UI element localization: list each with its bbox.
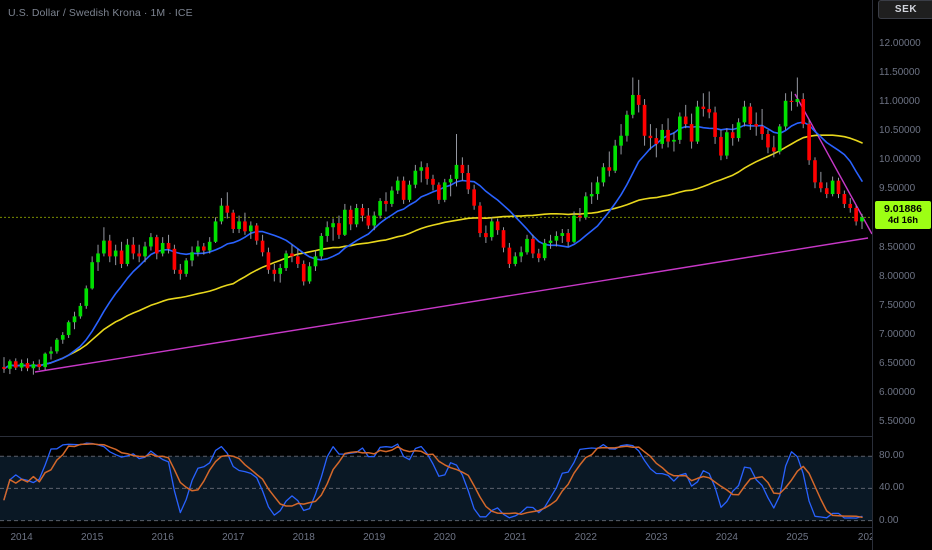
- stochastic-axis-tick: 80.00: [879, 450, 905, 462]
- price-axis-tick: 11.50000: [879, 66, 920, 78]
- time-axis-tick: 2021: [504, 532, 527, 543]
- price-axis-tick: 8.50000: [879, 241, 916, 253]
- price-axis-tick: 6.00000: [879, 387, 916, 399]
- price-axis-tick: 8.00000: [879, 270, 916, 282]
- time-axis-tick: 2018: [292, 532, 315, 543]
- time-axis-tick: 2023: [645, 532, 668, 543]
- stochastic-axis-tick: 0.00: [879, 514, 899, 526]
- price-axis-tick: 9.50000: [879, 183, 916, 195]
- currency-badge[interactable]: SEK: [878, 0, 932, 19]
- time-axis-tick: 2020: [433, 532, 456, 543]
- time-axis-tick: 2017: [222, 532, 245, 543]
- pane-separator-1: [0, 436, 872, 437]
- time-axis-tick: 2019: [363, 532, 386, 543]
- price-scale[interactable]: 12.5000012.0000011.5000011.0000010.50000…: [872, 0, 932, 550]
- stochastic-chart-svg: [0, 442, 872, 522]
- price-axis-tick: 11.00000: [879, 95, 920, 107]
- time-axis-tick: 2022: [574, 532, 597, 543]
- stochastic-axis-tick: 40.00: [879, 482, 905, 494]
- price-chart-svg: [0, 77, 872, 375]
- price-axis-tick: 10.50000: [879, 125, 921, 137]
- current-price-value: 9.01886: [884, 203, 922, 216]
- stochastic-pane[interactable]: [0, 437, 872, 527]
- time-axis[interactable]: 2014 2015 2016 2017 2018 2019 2020 2021 2022 2023…: [0, 527, 873, 550]
- time-axis-tick: 2015: [81, 532, 104, 543]
- price-pane[interactable]: [0, 0, 872, 437]
- price-axis-tick: 7.00000: [879, 329, 916, 341]
- time-axis-tick: 2016: [151, 532, 174, 543]
- time-axis-tick: 2025: [786, 532, 809, 543]
- time-axis-tick: 2014: [10, 532, 33, 543]
- current-price-label[interactable]: 9.01886 4d 16h: [875, 201, 931, 230]
- chart-legend: U.S. Dollar / Swedish Krona · 1M · ICE: [8, 7, 193, 19]
- price-axis-tick: 6.50000: [879, 358, 916, 370]
- price-axis-tick: 7.50000: [879, 299, 916, 311]
- price-axis-tick: 10.00000: [879, 154, 921, 166]
- price-axis-tick: 5.50000: [879, 416, 916, 428]
- bar-countdown: 4d 16h: [887, 215, 919, 227]
- time-axis-tick: 2024: [715, 532, 738, 543]
- time-axis-tick: 2026: [857, 532, 872, 543]
- pane-separator-2: [0, 527, 872, 528]
- price-axis-tick: 12.00000: [879, 37, 921, 49]
